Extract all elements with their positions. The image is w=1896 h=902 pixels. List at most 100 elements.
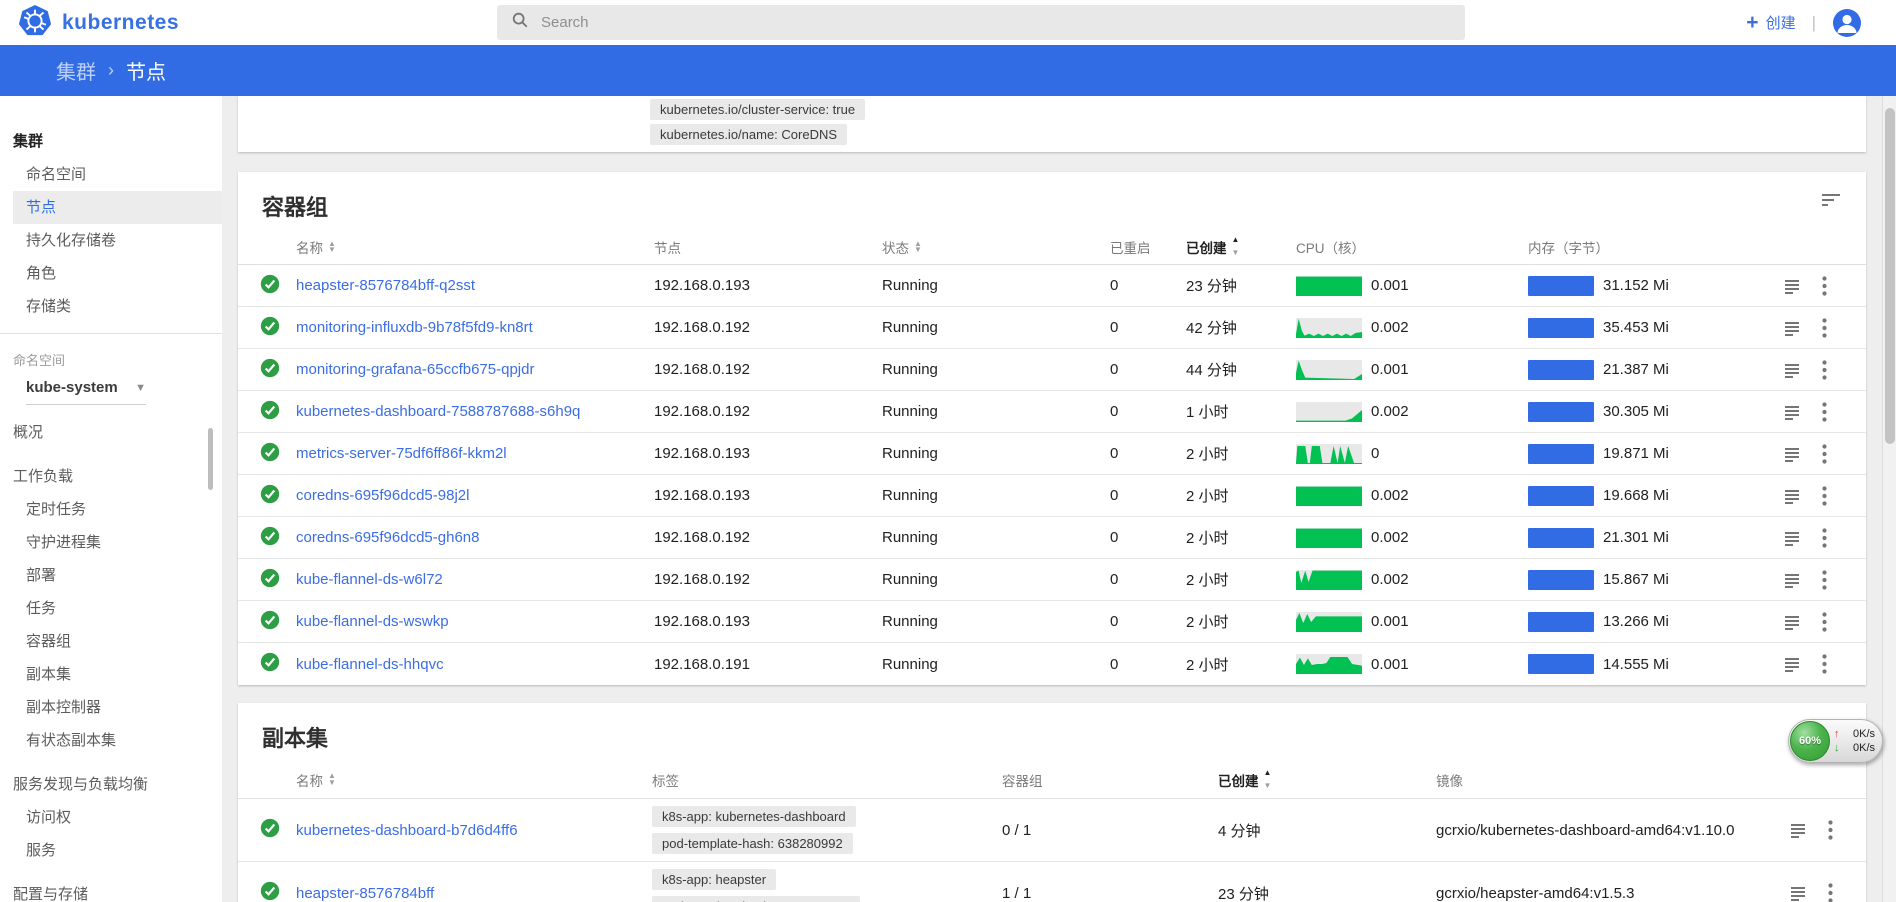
cpu-sparkline [1296, 654, 1362, 674]
column-header-name[interactable]: 名称 ▲ ▼ [296, 771, 336, 789]
logs-icon[interactable] [1780, 821, 1816, 839]
sidebar-item[interactable]: 容器组 [26, 633, 72, 650]
sidebar-item[interactable]: 有状态副本集 [26, 732, 117, 749]
logs-icon[interactable] [1774, 571, 1810, 589]
kebab-menu-icon[interactable] [1810, 527, 1838, 548]
pod-name-link[interactable]: metrics-server-75df6ff86f-kkm2l [296, 445, 507, 462]
page-scrollbar[interactable] [1882, 96, 1896, 902]
replicaset-name-link[interactable]: kubernetes-dashboard-b7d6d4ff6 [296, 821, 518, 839]
pod-name-link[interactable]: monitoring-influxdb-9b78f5fd9-kn8rt [296, 319, 533, 336]
pod-age: 2 小时 [1186, 530, 1229, 547]
sidebar-item[interactable]: 服务发现与负载均衡 [13, 776, 149, 793]
logs-icon[interactable] [1774, 319, 1810, 337]
logs-icon[interactable] [1774, 529, 1810, 547]
sidebar-item[interactable]: 持久化存储卷 [26, 232, 117, 249]
pod-name-link[interactable]: heapster-8576784bff-q2sst [296, 277, 476, 294]
column-header-cpu: CPU（核） [1296, 241, 1366, 256]
search-input[interactable] [541, 14, 1451, 31]
sidebar: 集群 命名空间 节点 持久化存储卷 角色 存储类 命名空间 kube-system ▼ 概… [0, 96, 222, 902]
search-box[interactable] [497, 5, 1465, 40]
kebab-menu-icon[interactable] [1810, 569, 1838, 590]
sidebar-item[interactable]: 守护进程集 [26, 534, 102, 551]
kebab-menu-icon[interactable] [1810, 485, 1838, 506]
logs-icon[interactable] [1774, 403, 1810, 421]
kebab-menu-icon[interactable] [1816, 820, 1844, 840]
replicaset-name-link[interactable]: heapster-8576784bff [296, 884, 435, 902]
sidebar-item[interactable]: 副本控制器 [26, 699, 102, 716]
sidebar-item[interactable]: 集群 [13, 133, 44, 150]
pod-name-link[interactable]: monitoring-grafana-65ccfb675-qpjdr [296, 361, 535, 378]
menu-icon[interactable] [12, 63, 36, 79]
page-scrollbar-thumb[interactable] [1885, 108, 1895, 444]
sidebar-item[interactable]: 访问权 [26, 809, 72, 826]
check-circle-icon [260, 358, 296, 382]
check-circle-icon [260, 442, 296, 466]
sidebar-item[interactable]: 副本集 [26, 666, 72, 683]
logs-icon[interactable] [1780, 884, 1816, 902]
sidebar-scrollbar-thumb[interactable] [208, 428, 213, 490]
logs-icon[interactable] [1774, 655, 1810, 673]
kebab-menu-icon[interactable] [1810, 443, 1838, 464]
memory-value: 15.867 Mi [1603, 571, 1669, 588]
brand[interactable]: kubernetes [18, 4, 179, 41]
logs-icon[interactable] [1774, 487, 1810, 505]
kebab-menu-icon[interactable] [1810, 611, 1838, 632]
check-circle-icon [260, 568, 296, 592]
pod-name-link[interactable]: coredns-695f96dcd5-98j2l [296, 487, 470, 504]
pod-restarts: 0 [1110, 655, 1119, 673]
create-button[interactable]: + 创建 [1746, 12, 1795, 33]
pod-name-link[interactable]: kube-flannel-ds-w6l72 [296, 571, 443, 588]
logs-icon[interactable] [1774, 613, 1810, 631]
column-header-age[interactable]: 已创建 ▲ ▼ [1218, 767, 1272, 790]
column-header-age[interactable]: 已创建 ▲ ▼ [1186, 235, 1240, 258]
sidebar-item[interactable]: 服务 [26, 842, 57, 859]
pod-name-link[interactable]: kube-flannel-ds-hhqvc [296, 655, 444, 673]
memory-bar [1528, 275, 1594, 296]
sidebar-item[interactable]: 任务 [26, 600, 57, 617]
breadcrumb-parent[interactable]: 集群 [56, 62, 96, 84]
sidebar-item[interactable]: 工作负载 [13, 468, 74, 485]
plus-icon: + [1746, 11, 1759, 34]
pod-name-link[interactable]: kube-flannel-ds-wswkp [296, 613, 449, 630]
logs-icon[interactable] [1774, 361, 1810, 379]
pod-name-link[interactable]: coredns-695f96dcd5-gh6n8 [296, 529, 480, 546]
filter-icon[interactable] [1822, 194, 1840, 208]
download-speed: 0K/s [1852, 742, 1875, 754]
kebab-menu-icon[interactable] [1810, 359, 1838, 380]
sidebar-item[interactable]: 存储类 [26, 298, 72, 315]
logs-icon[interactable] [1774, 445, 1810, 463]
sidebar-item[interactable]: 角色 [26, 265, 57, 282]
sidebar-item[interactable]: 定时任务 [26, 501, 87, 518]
sidebar-item[interactable]: 配置与存储 [13, 886, 89, 902]
kebab-menu-icon[interactable] [1810, 654, 1838, 674]
cpu-sparkline [1296, 527, 1362, 548]
sidebar-item[interactable]: 命名空间 [26, 166, 87, 183]
search-icon [511, 11, 529, 34]
net-monitor-overlay[interactable]: 60% ↑ 0K/s ↓ 0K/s [1788, 719, 1883, 763]
namespace-label: 命名空间 [13, 353, 66, 368]
sidebar-item[interactable]: 节点 [13, 191, 222, 224]
column-header-name[interactable]: 名称 ▲ ▼ [296, 238, 336, 256]
pod-status: Running [882, 571, 938, 588]
cpu-value: 0.001 [1371, 655, 1409, 673]
pod-status: Running [882, 277, 938, 294]
column-header-status[interactable]: 状态 ▲ ▼ [882, 238, 922, 256]
user-avatar-icon[interactable] [1832, 8, 1862, 38]
sort-arrows-icon: ▲ ▼ [328, 238, 336, 254]
pod-name-link[interactable]: kubernetes-dashboard-7588787688-s6h9q [296, 403, 581, 420]
sidebar-item[interactable]: 部署 [26, 567, 57, 584]
chevron-right-icon: › [108, 60, 114, 80]
label-chip: kubernetes.io/cluster-service: true [650, 99, 866, 120]
sidebar-item[interactable]: 概况 [13, 424, 44, 441]
kebab-menu-icon[interactable] [1810, 275, 1838, 296]
kebab-menu-icon[interactable] [1810, 317, 1838, 338]
kebab-menu-icon[interactable] [1810, 401, 1838, 422]
replicaset-image: gcrxio/kubernetes-dashboard-amd64:v1.10.… [1436, 821, 1735, 839]
pod-row: kube-flannel-ds-wswkp 192.168.0.193 Runn… [238, 601, 1866, 643]
namespace-select[interactable]: kube-system ▼ [26, 371, 146, 405]
pod-node: 192.168.0.193 [654, 487, 750, 504]
pods-table-header: 名称 ▲ ▼ 节点 状态 ▲ ▼ 已重启 已创建 ▲ ▼ CPU（核） 内存（字节） [238, 230, 1866, 265]
pod-age: 2 小时 [1186, 614, 1229, 631]
logs-icon[interactable] [1774, 277, 1810, 295]
kebab-menu-icon[interactable] [1816, 883, 1844, 902]
